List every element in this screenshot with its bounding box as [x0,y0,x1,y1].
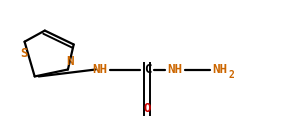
Text: O: O [144,102,151,115]
Text: 2: 2 [229,70,235,80]
Text: NH: NH [92,63,107,76]
Text: NH: NH [212,63,227,76]
Text: NH: NH [167,63,182,76]
Text: N: N [66,55,74,68]
Text: C: C [144,63,151,76]
Text: S: S [20,47,27,60]
